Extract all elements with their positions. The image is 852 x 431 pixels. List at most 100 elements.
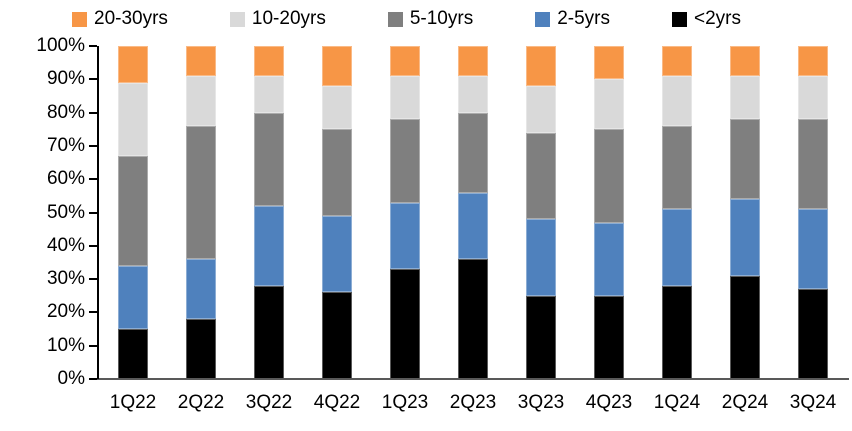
bar-3q24 bbox=[798, 46, 828, 379]
y-axis-tick-label: 40% bbox=[46, 234, 85, 256]
bar-segment-20-30yrs bbox=[390, 46, 420, 76]
legend-label-20-30yrs: 20-30yrs bbox=[94, 8, 168, 29]
bar-column-2q22: 2Q22 bbox=[167, 46, 235, 413]
bar-segment-5-10yrs bbox=[458, 112, 488, 193]
bar-1q23 bbox=[390, 46, 420, 379]
bar-segment-10-20yrs bbox=[798, 76, 828, 120]
legend-swatch-10-20yrs-icon bbox=[229, 11, 245, 27]
bar-segment-10-20yrs bbox=[118, 82, 148, 156]
legend-item-5-10yrs: 5-10yrs bbox=[387, 6, 473, 32]
bar-segment-10-20yrs bbox=[526, 85, 556, 133]
bar-segment-20-30yrs bbox=[186, 46, 216, 76]
bar-segment-20-30yrs bbox=[594, 46, 624, 80]
legend-item-2yrs: <2yrs bbox=[672, 6, 741, 32]
bar-segment-5-10yrs bbox=[322, 129, 352, 216]
bar-segment-2-5yrs bbox=[118, 265, 148, 330]
bar-segment-5-10yrs bbox=[186, 125, 216, 260]
y-axis-tick bbox=[89, 244, 97, 247]
bar-segment-10-20yrs bbox=[594, 79, 624, 130]
bar-segment-2-5yrs bbox=[254, 205, 284, 286]
bar-segment-2-5yrs bbox=[186, 259, 216, 320]
y-axis-tick-label: 90% bbox=[46, 68, 85, 90]
x-axis-label-2q23: 2Q23 bbox=[449, 392, 497, 413]
bar-column-2q23: 2Q23 bbox=[439, 46, 507, 413]
legend-item-20-30yrs: 20-30yrs bbox=[72, 6, 168, 32]
bar-4q22 bbox=[322, 46, 352, 379]
bar-column-3q23: 3Q23 bbox=[507, 46, 575, 413]
legend-label-10-20yrs: 10-20yrs bbox=[251, 8, 326, 29]
bar-segment-2yrs bbox=[594, 295, 624, 379]
bar-segment-2-5yrs bbox=[730, 199, 760, 276]
bar-segment-2yrs bbox=[254, 285, 284, 379]
bar-segment-20-30yrs bbox=[322, 46, 352, 86]
bar-segment-5-10yrs bbox=[526, 132, 556, 220]
x-axis-label-1q23: 1Q23 bbox=[381, 392, 429, 413]
y-axis-tick-label: 70% bbox=[46, 134, 85, 156]
chart-legend: 20-30yrs 10-20yrs 5-10yrs 2-5yrs <2yrs bbox=[72, 6, 741, 32]
bar-4q23 bbox=[594, 46, 624, 379]
bar-column-3q24: 3Q24 bbox=[779, 46, 847, 413]
bar-segment-5-10yrs bbox=[118, 155, 148, 266]
bar-segment-2yrs bbox=[526, 295, 556, 379]
bar-segment-10-20yrs bbox=[458, 76, 488, 113]
y-axis-tick bbox=[89, 144, 97, 147]
bar-segment-2yrs bbox=[730, 275, 760, 379]
legend-item-2-5yrs: 2-5yrs bbox=[535, 6, 610, 32]
y-axis-tick bbox=[89, 111, 97, 114]
bar-column-2q24: 2Q24 bbox=[711, 46, 779, 413]
bar-segment-10-20yrs bbox=[662, 76, 692, 126]
bar-segment-20-30yrs bbox=[526, 46, 556, 86]
bar-segment-20-30yrs bbox=[458, 46, 488, 76]
bar-column-3q22: 3Q22 bbox=[235, 46, 303, 413]
bar-segment-20-30yrs bbox=[798, 46, 828, 76]
bar-segment-2-5yrs bbox=[322, 215, 352, 293]
legend-label-2-5yrs: 2-5yrs bbox=[557, 8, 610, 29]
y-axis-tick-label: 60% bbox=[46, 168, 85, 190]
y-axis-tick bbox=[89, 311, 97, 314]
y-axis-tick-label: 100% bbox=[36, 35, 85, 56]
bar-segment-10-20yrs bbox=[390, 76, 420, 120]
bar-segment-2yrs bbox=[186, 319, 216, 379]
legend-swatch-2yrs-icon bbox=[672, 11, 687, 27]
bar-column-4q23: 4Q23 bbox=[575, 46, 643, 413]
y-axis-tick-label: 30% bbox=[46, 268, 85, 290]
y-axis-tick bbox=[89, 211, 97, 214]
y-axis-tick-label: 0% bbox=[57, 368, 85, 389]
x-axis-label-2q24: 2Q24 bbox=[721, 392, 769, 413]
bar-segment-5-10yrs bbox=[594, 129, 624, 223]
legend-label-2yrs: <2yrs bbox=[694, 8, 741, 29]
bar-segment-2yrs bbox=[662, 285, 692, 379]
bar-segment-20-30yrs bbox=[730, 46, 760, 77]
bar-segment-2-5yrs bbox=[594, 222, 624, 296]
y-axis-tick bbox=[89, 78, 97, 81]
bar-segment-2-5yrs bbox=[662, 209, 692, 286]
y-axis-tick bbox=[89, 344, 97, 347]
y-axis-tick-label: 50% bbox=[46, 201, 85, 223]
bar-3q22 bbox=[254, 46, 284, 379]
x-axis-label-2q22: 2Q22 bbox=[177, 392, 225, 413]
bar-1q24 bbox=[662, 46, 692, 379]
bar-column-1q24: 1Q24 bbox=[643, 46, 711, 413]
y-axis-tick bbox=[89, 378, 97, 380]
bar-segment-20-30yrs bbox=[118, 46, 148, 83]
x-axis-label-1q22: 1Q22 bbox=[109, 392, 157, 413]
legend-swatch-2-5yrs-icon bbox=[535, 11, 551, 27]
bar-segment-2-5yrs bbox=[526, 219, 556, 296]
bar-3q23 bbox=[526, 46, 556, 379]
bar-segment-2yrs bbox=[118, 329, 148, 379]
bar-column-1q22: 1Q22 bbox=[99, 46, 167, 413]
x-axis-label-4q23: 4Q23 bbox=[585, 392, 633, 413]
x-axis-label-3q22: 3Q22 bbox=[245, 392, 293, 413]
bar-column-1q23: 1Q23 bbox=[371, 46, 439, 413]
bar-segment-10-20yrs bbox=[254, 76, 284, 113]
bar-2q23 bbox=[458, 46, 488, 379]
bar-segment-5-10yrs bbox=[254, 112, 284, 206]
bar-segment-2yrs bbox=[390, 269, 420, 379]
bar-2q24 bbox=[730, 46, 760, 379]
bar-column-4q22: 4Q22 bbox=[303, 46, 371, 413]
bar-segment-2-5yrs bbox=[390, 202, 420, 270]
bar-segment-5-10yrs bbox=[798, 119, 828, 210]
bar-segment-2yrs bbox=[458, 259, 488, 379]
x-axis-line bbox=[89, 378, 849, 380]
